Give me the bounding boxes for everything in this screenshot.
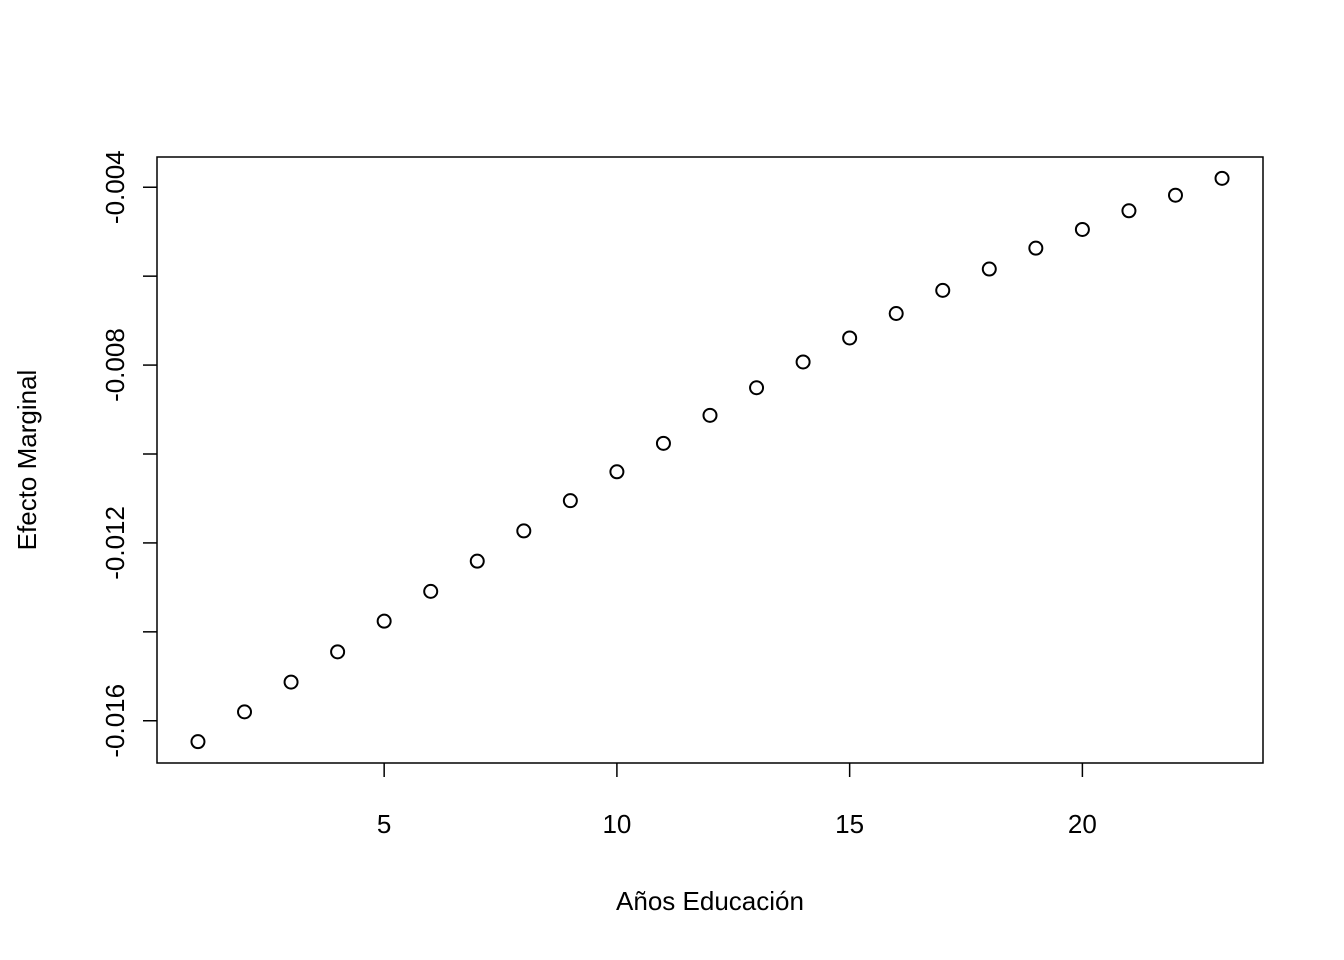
- x-axis-label: Años Educación: [616, 886, 804, 916]
- x-tick-label: 10: [602, 809, 631, 839]
- data-point: [888, 306, 904, 322]
- data-point: [469, 553, 485, 569]
- data-point: [981, 261, 997, 277]
- y-tick-label: -0.016: [100, 684, 130, 758]
- data-point: [516, 523, 532, 539]
- data-point: [423, 583, 439, 599]
- x-tick-label: 20: [1068, 809, 1097, 839]
- data-point: [1028, 240, 1044, 256]
- x-axis: 5 10 15 20: [377, 763, 1097, 839]
- data-point: [190, 734, 206, 750]
- data-point: [609, 464, 625, 480]
- data-point: [1214, 170, 1230, 186]
- data-point: [562, 493, 578, 509]
- x-tick-label: 15: [835, 809, 864, 839]
- data-point: [935, 282, 951, 298]
- data-points: [190, 170, 1230, 750]
- data-point: [749, 380, 765, 396]
- data-point: [1167, 187, 1183, 203]
- y-tick-label: -0.008: [100, 328, 130, 402]
- data-point: [376, 613, 392, 629]
- data-point: [237, 704, 253, 720]
- plot-frame: [156, 156, 1264, 764]
- y-axis: -0.016 -0.012 -0.008 -0.004: [100, 150, 157, 758]
- data-point: [795, 354, 811, 370]
- y-tick-label: -0.004: [100, 150, 130, 224]
- data-point: [1121, 203, 1137, 219]
- data-point: [655, 435, 671, 451]
- data-point: [1074, 221, 1090, 237]
- x-tick-label: 5: [377, 809, 391, 839]
- y-tick-label: -0.012: [100, 506, 130, 580]
- y-axis-label: Efecto Marginal: [12, 370, 42, 551]
- data-point: [702, 407, 718, 423]
- data-point: [842, 330, 858, 346]
- data-point: [283, 674, 299, 690]
- data-point: [330, 644, 346, 660]
